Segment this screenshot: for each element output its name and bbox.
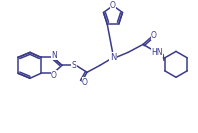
- Text: S: S: [72, 61, 76, 70]
- Text: N: N: [110, 53, 116, 62]
- Text: N: N: [51, 51, 57, 60]
- Text: O: O: [51, 71, 57, 80]
- Text: O: O: [82, 78, 88, 87]
- Text: HN: HN: [151, 48, 163, 57]
- Text: O: O: [151, 31, 157, 40]
- Text: O: O: [110, 1, 116, 10]
